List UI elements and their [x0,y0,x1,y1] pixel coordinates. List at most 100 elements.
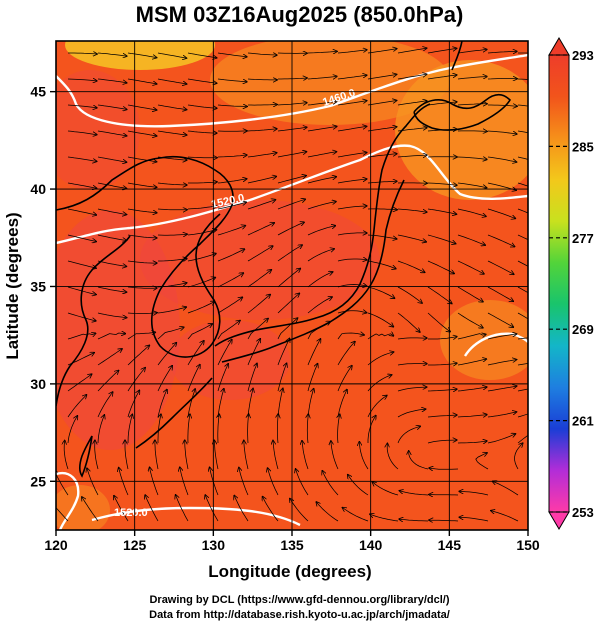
geopotential-contours [56,53,528,530]
colorbar-ticks: 293 285 277 269 261 253 [549,48,594,520]
streamline [397,101,427,106]
streamline [337,259,367,261]
streamline [337,311,366,313]
wind-streamlines [56,48,528,522]
streamline [337,153,367,158]
streamline [187,52,216,58]
streamline [491,511,519,522]
streamline [157,414,161,443]
streamline [337,179,367,184]
streamline [97,182,126,188]
streamline [307,76,337,79]
coastline-ryukyu [135,377,213,449]
streamline [457,286,483,302]
streamline [427,48,456,54]
contour-line-east-loop [463,332,528,357]
streamline [487,312,513,327]
streamline [217,78,247,82]
streamline [214,441,219,470]
streamline [217,202,246,210]
streamline [263,497,279,522]
streamline [427,389,457,391]
streamline [487,130,517,134]
streamline [427,234,456,244]
streamline [157,234,187,235]
streamline [307,202,336,210]
streamline [367,286,394,298]
x-tick-label: 150 [516,537,540,553]
streamline [487,412,516,418]
streamline [157,78,186,84]
streamline [367,209,397,210]
streamline [217,105,247,107]
streamline [518,52,528,54]
streamline [457,157,487,159]
streamline [217,226,245,236]
streamline [157,52,186,58]
streamline [322,471,339,496]
streamline [397,338,427,339]
streamline [67,416,77,444]
streamline [157,343,176,366]
streamline [367,334,393,340]
streamline [307,152,336,158]
x-tick-label: 135 [280,537,304,553]
credit-drawing: Drawing by DCL (https://www.gfd-dennou.o… [149,594,450,606]
map-title: MSM 03Z16Aug2025 (850.0hPa) [135,2,464,27]
streamline [488,105,517,106]
streamline [217,340,232,366]
streamline [217,179,247,184]
streamline [157,327,184,340]
streamline [127,78,156,84]
streamline [367,49,397,54]
y-tick-label: 25 [30,473,46,489]
streamline [217,249,244,262]
streamline [348,475,369,496]
streamline [217,155,247,157]
streamline [296,469,309,496]
streamline [397,409,425,418]
streamline [427,440,457,444]
streamline [67,208,96,215]
colorbar-tick-label: 261 [572,414,594,429]
streamline [157,366,172,392]
streamline [457,359,486,366]
coastline-hokkaido [413,93,512,131]
streamline [399,519,429,521]
streamline [277,339,290,366]
streamline [307,339,320,366]
streamline [457,50,487,54]
streamline [247,319,268,340]
streamline [517,312,528,320]
streamline [397,260,425,272]
streamline [428,363,457,365]
streamline [517,156,528,160]
streamline [97,371,118,392]
streamline [277,364,287,392]
streamline [397,387,426,392]
streamline [127,287,157,288]
streamline [460,491,489,496]
streamline [67,395,86,418]
streamline [187,104,217,108]
streamline [244,441,249,470]
streamline [487,234,514,247]
streamline [427,208,456,214]
streamline [127,234,157,238]
streamline [487,360,516,366]
y-axis-ticks: 25 30 35 40 45 [30,84,56,489]
credit-data: Data from http://database.rish.kyoto-u.a… [149,609,450,621]
colorbar-min-triangle [548,511,570,530]
colorbar-tick-label: 269 [572,322,594,337]
streamline [97,392,113,418]
streamline [429,495,459,496]
streamline [97,208,126,215]
streamline [187,254,216,262]
streamline [487,51,517,53]
streamline [157,130,187,135]
streamline [97,234,126,241]
streamline [517,234,528,241]
y-tick-label: 45 [30,84,46,100]
streamline [247,200,275,210]
streamline [397,234,426,242]
